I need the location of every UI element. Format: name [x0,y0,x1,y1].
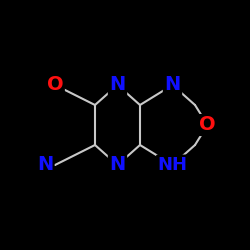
Text: O: O [47,76,63,94]
Text: N: N [37,156,53,174]
Text: O: O [199,116,216,134]
Text: N: N [164,76,180,94]
Text: N: N [110,156,126,174]
Text: NH: NH [158,156,188,174]
Text: N: N [110,76,126,94]
